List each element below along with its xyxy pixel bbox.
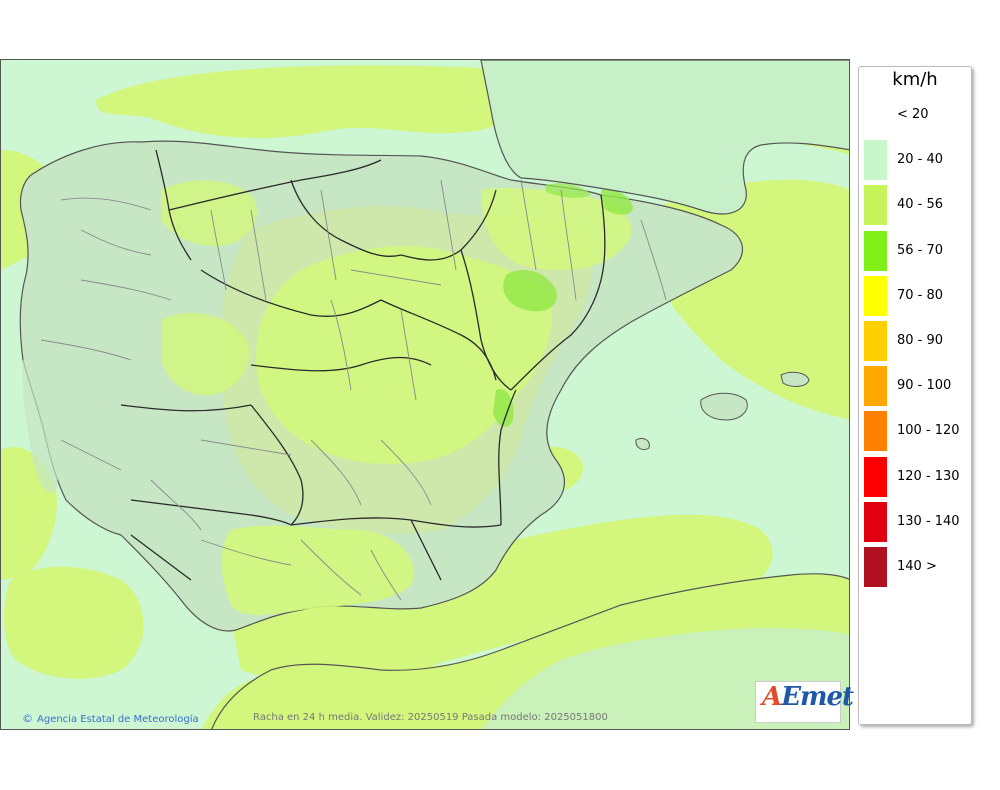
legend-title: km/h bbox=[892, 69, 938, 90]
legend-swatch bbox=[864, 547, 887, 587]
legend-item: 90 - 100 bbox=[864, 366, 970, 407]
legend-swatch bbox=[864, 140, 887, 181]
legend-item: 40 - 56 bbox=[864, 185, 970, 226]
legend-swatch bbox=[864, 230, 887, 271]
legend-swatch bbox=[864, 366, 887, 407]
legend-item: 80 - 90 bbox=[864, 321, 970, 361]
map-caption: Racha en 24 h media. Validez: 20250519 P… bbox=[253, 712, 608, 723]
agency-credit-label: Agencia Estatal de Meteorología bbox=[37, 714, 199, 725]
legend-label: 70 - 80 bbox=[897, 287, 944, 303]
legend-swatch bbox=[864, 411, 887, 452]
legend-label: 100 - 120 bbox=[897, 423, 960, 439]
legend-swatch bbox=[864, 456, 887, 497]
legend-item: 130 - 140 bbox=[864, 501, 970, 542]
legend-swatch bbox=[864, 501, 887, 542]
legend-label: 120 - 130 bbox=[897, 468, 960, 484]
borders-province bbox=[40, 179, 667, 601]
legend-swatch bbox=[864, 275, 887, 316]
legend: km/h < 20 20 - 40 40 - 56 56 - 70 70 - 80 80 … bbox=[858, 66, 972, 725]
legend-label: < 20 bbox=[897, 107, 929, 122]
agency-credit: © Agencia Estatal de Meteorología bbox=[22, 712, 199, 725]
legend-swatch bbox=[864, 95, 887, 135]
legend-item: < 20 bbox=[864, 95, 970, 135]
legend-label: 140 > bbox=[897, 559, 937, 574]
legend-item: 20 - 40 bbox=[864, 140, 970, 181]
aemet-wordmark-icon: AEmet bbox=[762, 682, 854, 712]
legend-label: 20 - 40 bbox=[897, 152, 944, 168]
legend-item: 56 - 70 bbox=[864, 230, 970, 271]
land-france bbox=[480, 60, 849, 215]
legend-item: 120 - 130 bbox=[864, 456, 970, 497]
map-canvas bbox=[1, 60, 849, 729]
aemet-logo: AEmet bbox=[755, 681, 854, 723]
legend-item: 100 - 120 bbox=[864, 411, 970, 452]
borders-autonomy bbox=[120, 149, 606, 581]
legend-label: 40 - 56 bbox=[897, 197, 944, 213]
legend-label: 90 - 100 bbox=[897, 378, 952, 394]
legend-label: 130 - 140 bbox=[897, 513, 960, 529]
legend-swatch bbox=[864, 185, 887, 226]
wind-gust-map[interactable] bbox=[0, 59, 850, 730]
legend-label: 56 - 70 bbox=[897, 242, 944, 258]
legend-label: 80 - 90 bbox=[897, 333, 944, 348]
legend-item: 70 - 80 bbox=[864, 275, 970, 316]
land-balearics bbox=[635, 371, 810, 451]
copyright-icon: © bbox=[22, 712, 33, 725]
legend-swatch bbox=[864, 321, 887, 361]
legend-item: 140 > bbox=[864, 547, 970, 587]
